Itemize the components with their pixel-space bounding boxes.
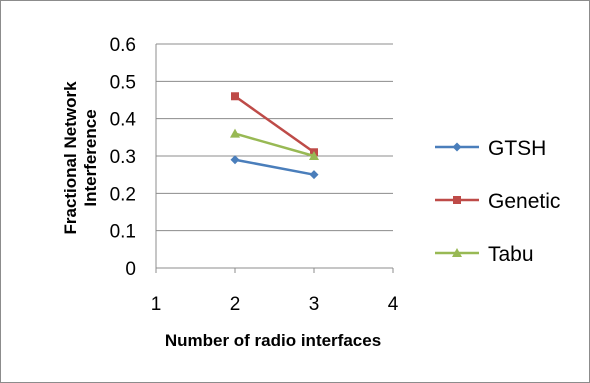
series-line-genetic [234,95,315,154]
data-point-gtsh [309,170,319,180]
x-tick-label: 3 [309,294,320,315]
series-line-tabu [234,132,315,158]
legend: GTSH Genetic Tabu [435,137,560,266]
series-tabu [230,128,319,160]
y-tick-label: 0.4 [110,110,137,131]
legend-item-gtsh: GTSH [435,137,546,160]
legend-label-genetic: Genetic [488,190,560,213]
x-tick-label: 4 [388,294,399,315]
y-axis-title-line-1: Fractional Network [61,81,80,235]
y-tick-label: 0.1 [110,222,136,243]
legend-item-genetic: Genetic [435,190,560,213]
y-tick-label: 0.5 [110,72,136,93]
tick-labels: 0 0.1 0.2 0.3 0.4 0.5 0.6 1 2 3 4 [110,35,399,315]
y-tick-label: 0.3 [110,147,136,168]
axes [155,44,394,273]
y-tick-label: 0 [125,259,136,280]
gridlines [156,43,393,232]
data-point-gtsh [230,155,240,165]
legend-label-gtsh: GTSH [488,137,546,160]
y-tick-label: 0.6 [110,35,136,56]
series [230,92,319,180]
x-tick-label: 1 [151,294,162,315]
data-point-genetic [231,92,239,101]
data-point-tabu [309,151,319,160]
series-gtsh [230,155,319,180]
series-genetic [231,92,318,157]
y-axis-title-line-2: Interference [81,109,100,206]
legend-marker-genetic [453,196,461,204]
axis-titles: Number of radio interfaces Fractional Ne… [61,81,381,350]
series-line-gtsh [234,158,315,176]
legend-label-tabu: Tabu [488,243,534,266]
x-axis-title: Number of radio interfaces [165,331,381,350]
data-point-tabu [230,128,240,138]
legend-marker-gtsh [452,142,462,152]
legend-marker-tabu [452,248,462,257]
legend-item-tabu: Tabu [435,243,534,266]
x-tick-label: 2 [230,294,241,315]
y-tick-label: 0.2 [110,184,136,205]
